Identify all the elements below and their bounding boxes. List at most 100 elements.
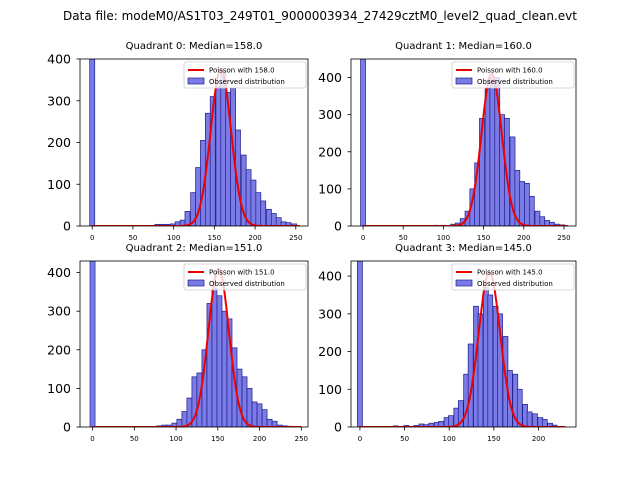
y-tick-label: 400 bbox=[318, 269, 342, 284]
histogram-bar bbox=[250, 179, 257, 226]
histogram-bar bbox=[489, 77, 496, 226]
x-tick-label: 50 bbox=[130, 435, 139, 443]
x-tick-label: 150 bbox=[477, 234, 490, 242]
legend-bar-label: Observed distribution bbox=[477, 78, 553, 86]
plot-area bbox=[89, 59, 300, 226]
histogram-bar bbox=[221, 310, 228, 427]
legend-line-label: Poisson with 158.0 bbox=[209, 67, 275, 75]
y-tick-label: 0 bbox=[63, 420, 71, 435]
y-tick-label: 100 bbox=[47, 381, 71, 396]
histogram-bar bbox=[260, 200, 267, 226]
histogram-bar bbox=[360, 59, 366, 226]
histogram-bar bbox=[285, 222, 292, 226]
histogram-bar bbox=[245, 169, 252, 226]
legend-line-label: Poisson with 145.0 bbox=[477, 269, 543, 277]
histogram-bar bbox=[534, 210, 541, 226]
histogram-bar bbox=[256, 403, 263, 427]
x-tick-label: 200 bbox=[517, 234, 530, 242]
histogram-bar bbox=[255, 192, 262, 226]
x-tick-label: 50 bbox=[399, 234, 408, 242]
x-tick-label: 0 bbox=[358, 435, 362, 443]
y-tick-label: 0 bbox=[334, 219, 342, 234]
histogram-bar bbox=[487, 294, 494, 427]
x-tick-label: 100 bbox=[443, 435, 456, 443]
panel-title: Quadrant 3: Median=145.0 bbox=[395, 243, 532, 254]
histogram-bar bbox=[266, 418, 273, 427]
legend-bar-swatch bbox=[187, 77, 205, 85]
y-tick-label: 100 bbox=[47, 177, 71, 192]
histogram-bar bbox=[89, 59, 96, 226]
y-tick-label: 100 bbox=[318, 181, 342, 196]
histogram-bar bbox=[209, 96, 216, 226]
x-tick-label: 100 bbox=[169, 435, 182, 443]
y-tick-label: 300 bbox=[47, 93, 71, 108]
y-tick-label: 200 bbox=[47, 342, 71, 357]
x-tick-label: 0 bbox=[90, 435, 94, 443]
y-tick-label: 200 bbox=[47, 135, 71, 150]
x-tick-label: 150 bbox=[487, 435, 500, 443]
panel-quadrant-2: Quadrant 2: Median=151.0 0 50 100 150 200 250 0… bbox=[47, 243, 309, 443]
histogram-bar bbox=[524, 182, 530, 226]
axes-frame bbox=[350, 58, 577, 227]
y-tick-label: 400 bbox=[47, 265, 71, 280]
y-tick-label: 200 bbox=[318, 144, 342, 159]
histogram-bar bbox=[89, 261, 96, 427]
histogram-bar bbox=[235, 129, 241, 226]
legend: Poisson with 151.0 Observed distribution bbox=[183, 263, 307, 291]
x-tick-label: 0 bbox=[361, 234, 365, 242]
histogram-bar bbox=[181, 411, 188, 427]
histogram-bar bbox=[357, 261, 363, 427]
x-tick-label: 200 bbox=[248, 234, 261, 242]
x-tick-label: 200 bbox=[532, 435, 545, 443]
histogram-bar bbox=[220, 71, 227, 226]
x-tick-label: 150 bbox=[208, 234, 221, 242]
figure-suptitle: Data file: modeM0/AS1T03_249T01_90000039… bbox=[63, 9, 577, 23]
x-tick-label: 100 bbox=[437, 234, 450, 242]
poisson-curve bbox=[92, 68, 300, 226]
poisson-curve bbox=[92, 267, 302, 427]
x-tick-label: 0 bbox=[90, 234, 94, 242]
histogram-bar bbox=[532, 413, 538, 427]
legend-bar-swatch bbox=[187, 279, 205, 287]
legend-box bbox=[183, 61, 307, 89]
histogram-bar bbox=[467, 343, 474, 427]
legend-box bbox=[451, 263, 575, 291]
histogram-bar bbox=[246, 388, 253, 427]
histogram-bar bbox=[528, 195, 535, 226]
legend-box bbox=[183, 263, 307, 291]
x-tick-label: 200 bbox=[253, 435, 266, 443]
x-tick-label: 50 bbox=[400, 435, 409, 443]
panel-title: Quadrant 2: Median=151.0 bbox=[126, 243, 263, 254]
poisson-curve bbox=[363, 72, 568, 226]
legend-bar-label: Observed distribution bbox=[477, 280, 553, 288]
legend: Poisson with 158.0 Observed distribution bbox=[183, 61, 307, 89]
axes-frame bbox=[350, 260, 577, 428]
histogram-bar bbox=[519, 181, 526, 226]
x-tick-label: 250 bbox=[289, 234, 302, 242]
y-tick-label: 200 bbox=[318, 344, 342, 359]
histogram-bar bbox=[215, 85, 222, 226]
y-tick-label: 300 bbox=[318, 107, 342, 122]
histogram-bar bbox=[448, 415, 454, 427]
histogram-bar bbox=[479, 118, 485, 226]
panel-title: Quadrant 0: Median=158.0 bbox=[126, 41, 263, 52]
histogram-bar bbox=[516, 388, 523, 427]
histogram-bar bbox=[484, 88, 491, 226]
legend-line-label: Poisson with 160.0 bbox=[477, 67, 543, 75]
plot-area bbox=[360, 59, 568, 226]
legend: Poisson with 145.0 Observed distribution bbox=[451, 263, 575, 291]
histogram-bar bbox=[526, 411, 533, 427]
y-tick-label: 0 bbox=[334, 420, 342, 435]
histogram-bar bbox=[216, 295, 223, 427]
x-tick-label: 150 bbox=[211, 435, 224, 443]
panel-quadrant-1: Quadrant 1: Median=160.0 0 50 100 150 200 250 0… bbox=[318, 41, 577, 242]
histogram-bar bbox=[261, 409, 268, 427]
histogram-bar bbox=[275, 217, 282, 226]
y-tick-label: 400 bbox=[318, 70, 342, 85]
panel-quadrant-3: Quadrant 3: Median=145.0 0 50 100 150 200 0 100… bbox=[318, 243, 577, 443]
histogram-bar bbox=[211, 287, 218, 427]
x-tick-label: 100 bbox=[167, 234, 180, 242]
histogram-bar bbox=[270, 213, 277, 226]
axes-frame bbox=[79, 260, 309, 428]
